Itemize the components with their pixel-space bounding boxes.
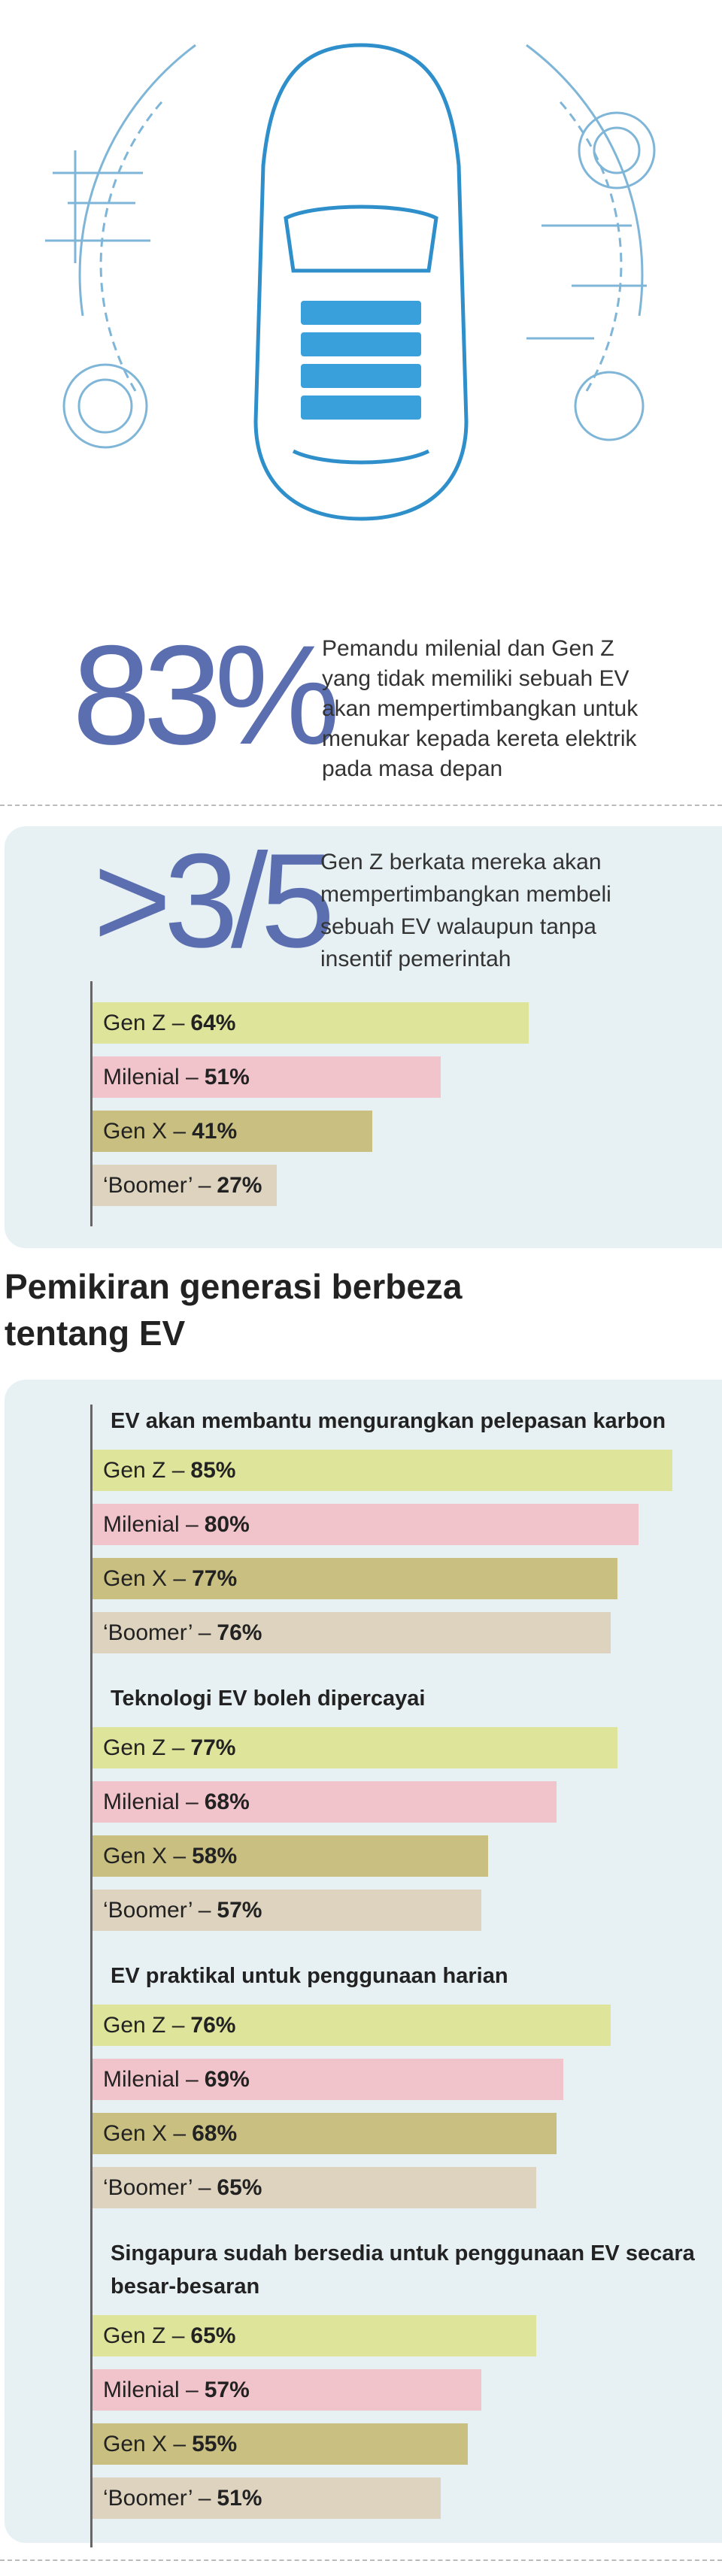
bar: ‘Boomer’ –57% <box>93 1890 481 1931</box>
bar: Gen Z –76% <box>93 2005 611 2046</box>
bar: Gen X –77% <box>93 1558 618 1599</box>
bar-value-label: 57% <box>204 2377 250 2402</box>
bar: Milenial –57% <box>93 2369 481 2411</box>
bar: Gen Z –85% <box>93 1450 672 1491</box>
bar: Milenial –51% <box>93 1056 441 1098</box>
bar-value-label: 76% <box>190 2012 236 2038</box>
bar: ‘Boomer’ –65% <box>93 2167 536 2208</box>
bar: ‘Boomer’ –76% <box>93 1612 611 1653</box>
bar-value-label: 68% <box>204 1789 250 1814</box>
bar-value-label: 58% <box>192 1843 238 1868</box>
hero-text: Pemandu milenial dan Gen Z yang tidak mem… <box>322 634 638 784</box>
bar: Milenial –80% <box>93 1504 639 1545</box>
bar-category: Gen X – <box>103 1118 187 1144</box>
bar-category: Gen X – <box>103 1565 187 1591</box>
bar-value-label: 51% <box>217 2485 262 2511</box>
bar: Gen Z –64% <box>93 1002 529 1044</box>
hero-line: akan mempertimbangkan untuk <box>322 696 639 721</box>
highlight-line: insentif pemerintah <box>320 947 511 971</box>
bar-group: Teknologi EV boleh dipercayai Gen Z –77% M… <box>93 1682 722 1931</box>
highlight-panel: >3/5 Gen Z berkata mereka akan mempertimb… <box>5 826 722 1248</box>
bar-value-label: 80% <box>204 1511 250 1537</box>
bar-value-label: 64% <box>190 1010 236 1035</box>
divider <box>0 805 722 806</box>
bar-value-label: 85% <box>190 1457 236 1483</box>
bar-value-label: 77% <box>192 1565 238 1591</box>
bar-group: EV akan membantu mengurangkan pelepasan … <box>93 1405 722 1653</box>
bar-charts: EV akan membantu mengurangkan pelepasan … <box>90 1405 722 2547</box>
bar-chart: Gen Z –64% Milenial –51% Gen X –41% ‘Boomer… <box>90 981 529 1226</box>
highlight-text: Gen Z berkata mereka akan mempertimbangka… <box>320 846 611 975</box>
group-title: EV praktikal untuk penggunaan harian <box>111 1964 508 1988</box>
bar-category: ‘Boomer’ – <box>103 1620 211 1645</box>
hero-line: pada masa depan <box>322 756 503 781</box>
bar-group: Gen Z –64% Milenial –51% Gen X –41% ‘Boomer… <box>93 1002 529 1206</box>
bar-category: ‘Boomer’ – <box>103 2485 211 2511</box>
bar-category: Gen X – <box>103 2120 187 2146</box>
bar-value-label: 68% <box>192 2120 238 2146</box>
bar-value-label: 76% <box>217 1620 262 1645</box>
bar-category: Gen Z – <box>103 2012 185 2038</box>
bar-category: ‘Boomer’ – <box>103 1172 211 1198</box>
bar: Gen X –55% <box>93 2423 468 2465</box>
bar-value-label: 41% <box>192 1118 238 1144</box>
bar-category: Gen X – <box>103 1843 187 1868</box>
bar: Gen X –41% <box>93 1111 372 1152</box>
bar-category: Gen Z – <box>103 2323 185 2348</box>
bar-category: Milenial – <box>103 2066 199 2092</box>
bar-category: Milenial – <box>103 1064 199 1089</box>
bar-value-label: 77% <box>190 1735 236 1760</box>
hero-stat: 83% <box>72 616 340 774</box>
bar-value-label: 57% <box>217 1897 262 1923</box>
heading-line: tentang EV <box>5 1314 186 1353</box>
generations-panel: EV akan membantu mengurangkan pelepasan … <box>5 1380 722 2547</box>
bar-category: Gen X – <box>103 2431 187 2456</box>
group-title: Teknologi EV boleh dipercayai <box>111 1687 426 1711</box>
bar-value-label: 27% <box>217 1172 262 1198</box>
car-illustration <box>45 43 656 521</box>
bar-category: ‘Boomer’ – <box>103 1897 211 1923</box>
bar-category: Gen Z – <box>103 1010 185 1035</box>
bar-value-label: 51% <box>204 1064 250 1089</box>
bar: Gen Z –77% <box>93 1727 618 1768</box>
bar-value-label: 65% <box>190 2323 236 2348</box>
bar-category: Milenial – <box>103 1511 199 1537</box>
bar-category: Gen Z – <box>103 1457 185 1483</box>
bar: Gen X –58% <box>93 1835 489 1877</box>
bar-category: Gen Z – <box>103 1735 185 1760</box>
divider <box>0 2559 722 2561</box>
hero-line: yang tidak memiliki sebuah EV <box>322 666 629 691</box>
bar-group: EV praktikal untuk penggunaan harian Gen … <box>93 1959 722 2208</box>
heading-line: Pemikiran generasi berbeza <box>5 1267 463 1306</box>
bar-value-label: 69% <box>204 2066 250 2092</box>
bar: ‘Boomer’ –27% <box>93 1165 277 1206</box>
bar: Milenial –68% <box>93 1781 557 1823</box>
bar: Gen X –68% <box>93 2113 557 2154</box>
hero-line: Pemandu milenial dan Gen Z <box>322 636 614 661</box>
highlight-stat: >3/5 <box>93 826 335 975</box>
bar: Milenial –69% <box>93 2059 563 2100</box>
section-heading: Pemikiran generasi berbeza tentang EV <box>5 1263 463 1356</box>
bar-category: ‘Boomer’ – <box>103 2174 211 2200</box>
highlight-line: sebuah EV walaupun tanpa <box>320 914 596 939</box>
highlight-line: mempertimbangkan membeli <box>320 882 611 907</box>
group-title: EV akan membantu mengurangkan pelepasan … <box>111 1409 666 1433</box>
bar: Gen Z –65% <box>93 2315 536 2356</box>
highlight-line: Gen Z berkata mereka akan <box>320 850 602 874</box>
bar-category: Milenial – <box>103 2377 199 2402</box>
bar-group: Singapura sudah bersedia untuk penggunaa… <box>93 2237 722 2519</box>
bar-value-label: 65% <box>217 2174 262 2200</box>
bar-category: Milenial – <box>103 1789 199 1814</box>
bar: ‘Boomer’ –51% <box>93 2478 441 2519</box>
group-title: Singapura sudah bersedia untuk penggunaa… <box>111 2241 695 2299</box>
bar-value-label: 55% <box>192 2431 238 2456</box>
hero-line: menukar kepada kereta elektrik <box>322 726 637 751</box>
